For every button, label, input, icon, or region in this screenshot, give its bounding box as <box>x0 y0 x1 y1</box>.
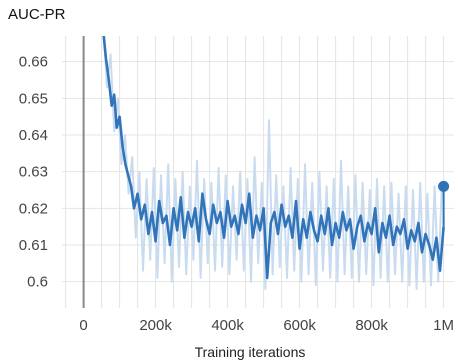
y-tick-label: 0.64 <box>19 127 48 144</box>
smoothed-series-layer <box>102 36 450 280</box>
x-tick-label: 1M <box>433 317 454 334</box>
y-tick-label: 0.66 <box>19 54 48 71</box>
x-tick-label: 600k <box>283 317 316 334</box>
y-tick-label: 0.61 <box>19 237 48 254</box>
x-tick-label: 800k <box>355 317 388 334</box>
x-axis-label: Training iterations <box>195 344 306 360</box>
raw-series-layer <box>102 36 443 290</box>
last-point-marker <box>438 180 450 192</box>
axis-layer: 0.6 0.61 0.62 0.63 0.64 0.65 0.66 0 200k 400k 600k… <box>19 54 454 334</box>
chart-title: AUC-PR <box>8 6 66 23</box>
y-tick-label: 0.65 <box>19 90 48 107</box>
x-tick-label: 400k <box>211 317 244 334</box>
y-tick-label: 0.62 <box>19 200 48 217</box>
x-tick-label: 0 <box>79 317 87 334</box>
grid-layer <box>62 36 454 308</box>
raw-series-line <box>102 36 443 290</box>
y-tick-label: 0.63 <box>19 164 48 181</box>
x-tick-label: 200k <box>139 317 172 334</box>
smoothed-series-line <box>102 36 445 280</box>
y-tick-label: 0.6 <box>27 274 48 291</box>
